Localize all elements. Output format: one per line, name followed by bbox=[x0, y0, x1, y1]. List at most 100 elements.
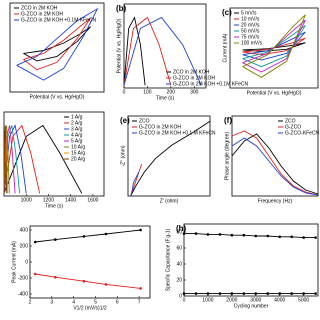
y-tick-label: 0 bbox=[179, 293, 182, 299]
x-tick-label: 1000 bbox=[202, 297, 213, 303]
y-axis-label: Specific Capacitance (F.g-1) bbox=[165, 228, 171, 291]
legend-label: 10 mV/s bbox=[241, 16, 260, 22]
point bbox=[254, 292, 258, 295]
series-line bbox=[130, 171, 140, 197]
panel-label: (b) bbox=[116, 4, 127, 13]
legend-label: G-ZCO in 2M KOH bbox=[139, 124, 181, 130]
y-axis-label: Potential (V vs. Hg/HgO) bbox=[116, 18, 122, 73]
legend-label: 5 mV/s bbox=[241, 10, 257, 16]
point bbox=[314, 292, 317, 295]
panel: 1000 1200 1400 1600 1 A/g2 A/g3 A/g4 A/g5 A/… bbox=[3, 111, 105, 209]
legend-label: 75 mV/s bbox=[241, 34, 260, 40]
series-line bbox=[242, 24, 306, 68]
point bbox=[230, 292, 234, 295]
legend-label: 1 A/g bbox=[71, 114, 83, 120]
panel-label: (h) bbox=[176, 224, 187, 233]
legend-label: 5 A/g bbox=[71, 138, 83, 144]
x-tick-label: 5 bbox=[94, 299, 97, 305]
y-tick-label: -200 bbox=[18, 275, 28, 281]
y-axis-label: -Z'' (ohm) bbox=[120, 145, 126, 166]
point bbox=[302, 236, 305, 239]
x-axis-label: Potential (V vs. Hg/HgO) bbox=[30, 94, 85, 100]
y-tick-label: 200 bbox=[20, 243, 29, 249]
point bbox=[104, 232, 108, 236]
y-tick-label: 20 bbox=[176, 277, 182, 283]
x-tick-label: 4 bbox=[72, 299, 75, 305]
x-tick-label: 1400 bbox=[65, 197, 76, 203]
point bbox=[139, 228, 142, 232]
legend-label: ZCO in 2M KOH bbox=[21, 5, 58, 11]
legend-label: 20 A/g bbox=[71, 156, 85, 162]
series-line bbox=[35, 229, 141, 243]
plot-frame bbox=[3, 111, 105, 197]
point bbox=[182, 292, 186, 295]
point bbox=[218, 233, 222, 236]
series-line bbox=[123, 16, 146, 86]
series-line bbox=[231, 137, 319, 196]
legend-label: 50 mV/s bbox=[241, 28, 260, 34]
series-line bbox=[231, 130, 319, 196]
plot-frame bbox=[9, 2, 105, 93]
panel-label: (e) bbox=[120, 116, 130, 125]
legend-label: G-ZCO in 2M KOH bbox=[173, 75, 215, 81]
series-line bbox=[123, 16, 202, 86]
legend-label: ZCO bbox=[139, 118, 150, 124]
x-axis-label: V1/2 (mV/s)1/2 bbox=[73, 305, 107, 311]
series-line bbox=[242, 19, 306, 73]
plot-frame bbox=[231, 115, 319, 197]
x-tick-label: 2000 bbox=[226, 297, 237, 303]
series-line bbox=[3, 124, 83, 194]
series-line bbox=[242, 14, 306, 78]
x-tick-label: 0 bbox=[123, 89, 126, 95]
point bbox=[230, 233, 234, 237]
point bbox=[182, 232, 186, 235]
point bbox=[33, 240, 37, 244]
x-axis-label: Frequency (Hz) bbox=[258, 198, 293, 204]
y-axis-label: Peak Current (mA) bbox=[11, 241, 17, 283]
panel-label: (c) bbox=[222, 8, 232, 17]
plot-frame bbox=[229, 7, 319, 89]
point bbox=[194, 232, 198, 235]
x-tick-label: 5000 bbox=[298, 297, 309, 303]
series-line bbox=[16, 7, 99, 81]
legend-label: 4 A/g bbox=[71, 132, 83, 138]
legend-label: G-ZCO in 2M KOH bbox=[21, 11, 63, 17]
y-axis-label: Current (mA) bbox=[222, 33, 228, 62]
legend-label: 100 mV/s bbox=[241, 40, 263, 46]
point bbox=[290, 235, 293, 239]
legend-label: 10 A/g bbox=[71, 144, 85, 150]
point bbox=[54, 275, 57, 279]
x-tick-label: 7 bbox=[138, 299, 141, 305]
y-tick-label: 0 bbox=[25, 259, 28, 265]
series-line bbox=[3, 125, 8, 194]
series-line bbox=[242, 31, 306, 61]
x-tick-label: 300 bbox=[190, 89, 199, 95]
point bbox=[314, 236, 317, 239]
legend-label: 2 A/g bbox=[71, 120, 83, 126]
series-line bbox=[35, 273, 141, 289]
plot-frame bbox=[123, 3, 207, 89]
series-line bbox=[130, 120, 211, 197]
series-line bbox=[231, 133, 319, 195]
point bbox=[290, 292, 293, 295]
x-tick-label: 1200 bbox=[43, 197, 54, 203]
legend-label: ZCO bbox=[285, 118, 296, 124]
legend-label: G-ZCO in 2M KOH +0.1 M KFeCN bbox=[139, 130, 216, 136]
point bbox=[266, 234, 270, 238]
legend-label: G-ZCO in 2M KOH +0.1M KFeCN bbox=[21, 17, 97, 23]
x-tick-label: 1000 bbox=[21, 197, 32, 203]
x-tick-label: 200 bbox=[167, 89, 176, 95]
y-axis-label: Phase angle (degree) bbox=[224, 132, 230, 180]
x-tick-label: 4000 bbox=[274, 297, 285, 303]
point bbox=[82, 235, 86, 238]
point bbox=[33, 272, 37, 276]
legend-label: 3 A/g bbox=[71, 126, 83, 132]
point bbox=[242, 233, 246, 237]
point bbox=[254, 234, 258, 238]
